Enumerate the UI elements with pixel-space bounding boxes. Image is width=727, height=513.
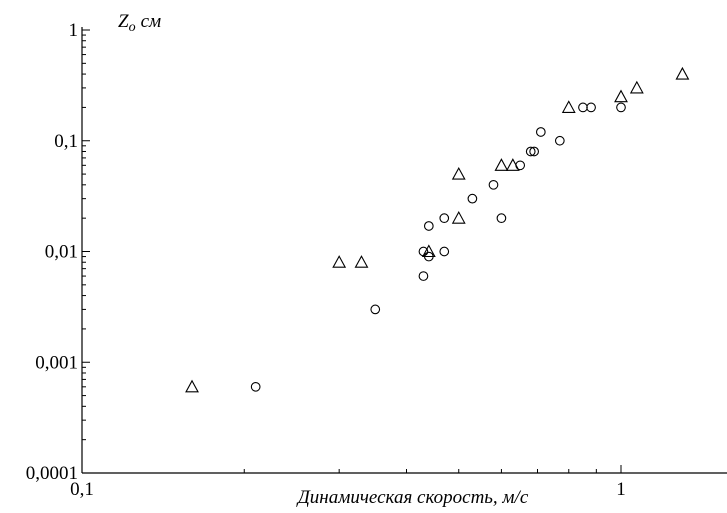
circle-data-point [535,127,546,137]
triangle-data-point [354,255,369,268]
triangle-data-point [185,379,199,393]
circle-data-point [488,179,499,190]
circle-data-point [616,102,626,113]
circle-data-point [370,304,381,315]
circle-data-point [423,251,434,262]
circle-data-point [554,135,565,146]
x-tick-label: 0,1 [70,479,94,500]
triangle-data-point [332,255,347,268]
circle-data-point [586,102,596,113]
circle-data-point [439,213,450,224]
circle-data-point [496,213,507,224]
triangle-data-point [494,158,509,171]
tick-marks [81,29,622,474]
circle-data-point [250,381,261,392]
triangle-data-point [561,100,576,113]
circle-data-point [515,160,526,171]
tick-labels: 0,0001 0,001 0,01 0,1 1 0,1 1 [26,20,626,500]
data-points [185,66,690,393]
circle-data-point [529,146,539,157]
circle-data-point [467,193,478,204]
triangle-data-point [451,166,466,180]
x-tick-label: 1 [616,479,626,500]
circle-data-point [439,246,450,257]
circle-data-point [525,146,536,157]
y-tick-label: 0,01 [45,242,78,263]
triangle-data-point [629,80,644,94]
circle-data-point [423,221,434,231]
circle-data-point [578,102,588,113]
triangle-data-point [614,89,628,103]
triangle-data-point [675,66,690,80]
circle-data-point [418,271,429,281]
y-axis-title: Zo см [118,11,161,35]
y-tick-label: 0,001 [35,352,78,373]
x-axis-title: Динамическая скорость, м/с [296,487,529,508]
y-tick-label: 0,1 [54,131,78,152]
y-tick-label: 0,0001 [26,463,78,484]
triangle-data-point [451,211,466,224]
y-tick-label: 1 [69,20,79,41]
triangle-data-point [421,244,436,258]
circle-data-point [418,246,429,257]
